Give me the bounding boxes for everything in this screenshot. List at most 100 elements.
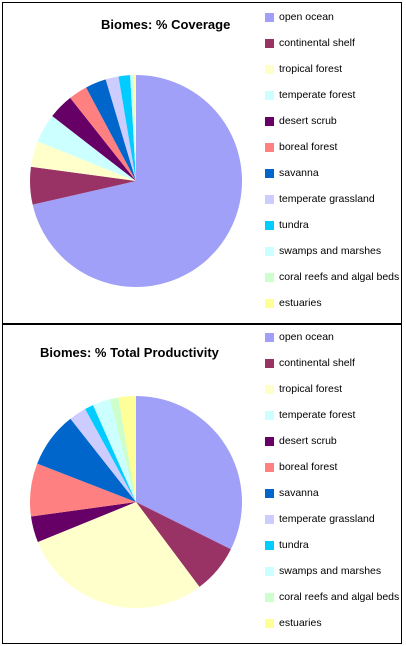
legend-item-temperate-forest: temperate forest (265, 409, 401, 421)
legend-label: continental shelf (279, 37, 355, 49)
pie-slice-desert-scrub (31, 502, 136, 543)
legend-label: estuaries (279, 617, 322, 629)
pie-slice-continental-shelf (136, 502, 231, 587)
legend-label: temperate grassland (279, 513, 375, 525)
legend-label: temperate grassland (279, 193, 375, 205)
legend-label: continental shelf (279, 357, 355, 369)
legend-label: boreal forest (279, 141, 338, 153)
legend-item-tropical-forest: tropical forest (265, 383, 401, 395)
legend-label: savanna (279, 167, 319, 179)
legend-item-temperate-grassland: temperate grassland (265, 193, 401, 205)
pie-slice-estuaries (133, 74, 136, 181)
legend-swatch (265, 38, 274, 48)
legend-label: estuaries (279, 297, 322, 309)
pie-chart-productivity (29, 396, 242, 608)
legend-item-open-ocean: open ocean (265, 331, 401, 343)
legend-label: tropical forest (279, 63, 343, 75)
legend-item-swamps-and-marshes: swamps and marshes (265, 565, 401, 577)
legend-item-tropical-forest: tropical forest (265, 63, 401, 75)
legend-item-desert-scrub: desert scrub (265, 115, 401, 127)
legend-swatch (265, 220, 274, 230)
legend-swatch (265, 272, 274, 282)
pie-slice-boreal-forest (29, 463, 136, 517)
legend-swatch (265, 384, 274, 394)
legend-item-estuaries: estuaries (265, 297, 401, 309)
legend-label: savanna (279, 487, 319, 499)
legend-swatch (265, 64, 274, 74)
legend-item-swamps-and-marshes: swamps and marshes (265, 245, 401, 257)
legend-item-open-ocean: open ocean (265, 11, 401, 23)
legend-item-temperate-forest: temperate forest (265, 89, 401, 101)
pie-slice-temperate-grassland (105, 76, 136, 181)
legend-label: coral reefs and algal beds (279, 591, 400, 603)
pie-slice-open-ocean (136, 396, 242, 550)
pie-slice-estuaries (118, 396, 136, 502)
legend-item-tundra: tundra (265, 539, 401, 551)
legend-item-temperate-grassland: temperate grassland (265, 513, 401, 525)
legend-label: open ocean (279, 11, 334, 23)
pie-slice-temperate-forest (37, 116, 136, 181)
legend-swatch (265, 298, 274, 308)
legend-label: swamps and marshes (279, 245, 382, 257)
legend-label: desert scrub (279, 115, 337, 127)
legend-label: tropical forest (279, 383, 343, 395)
legend-item-savanna: savanna (265, 487, 401, 499)
legend-swatch (265, 592, 274, 602)
legend-label: swamps and marshes (279, 565, 382, 577)
chart-panel-productivity: Biomes: % Total Productivity open ocean c… (2, 324, 402, 644)
legend-label: desert scrub (279, 435, 337, 447)
pie-chart-coverage (30, 74, 243, 287)
legend-swatch (265, 194, 274, 204)
pie-slice-swamps-and-marshes (130, 75, 136, 181)
legend-swatch (265, 462, 274, 472)
legend-label: temperate forest (279, 409, 356, 421)
legend-swatch (265, 410, 274, 420)
legend-swatch (265, 514, 274, 524)
legend-label: coral reefs and algal beds (279, 271, 400, 283)
legend-swatch (265, 12, 274, 22)
legend-swatch (265, 436, 274, 446)
pie-slice-open-ocean (32, 75, 243, 287)
legend-swatch (265, 90, 274, 100)
pie-slice-savanna (37, 418, 137, 502)
legend-swatch (265, 246, 274, 256)
pie-slice-coral-reefs-and-algal-beds (133, 75, 136, 181)
legend-swatch (265, 358, 274, 368)
chart-panel-coverage: Biomes: % Coverage open ocean continental… (2, 2, 402, 324)
legend-swatch (265, 142, 274, 152)
legend-item-continental-shelf: continental shelf (265, 37, 401, 49)
pie-slice-boreal-forest (70, 87, 136, 181)
legend-item-estuaries: estuaries (265, 617, 401, 629)
pie-slice-coral-reefs-and-algal-beds (109, 397, 136, 502)
legend-swatch (265, 488, 274, 498)
pie-slice-swamps-and-marshes (93, 399, 136, 502)
pie-slice-temperate-grassland (70, 408, 136, 502)
legend-label: tundra (279, 539, 309, 551)
legend-item-continental-shelf: continental shelf (265, 357, 401, 369)
chart-title: Biomes: % Total Productivity (40, 345, 219, 360)
legend-item-boreal-forest: boreal forest (265, 461, 401, 473)
pie-slice-savanna (86, 79, 136, 181)
legend-item-desert-scrub: desert scrub (265, 435, 401, 447)
legend-label: boreal forest (279, 461, 338, 473)
legend-label: tundra (279, 219, 309, 231)
pie-slice-continental-shelf (30, 166, 136, 205)
legend-swatch (265, 566, 274, 576)
legend-swatch (265, 540, 274, 550)
legend-swatch (265, 332, 274, 342)
legend-swatch (265, 116, 274, 126)
legend-swatch (265, 618, 274, 628)
pie-slice-tundra (118, 75, 136, 181)
legend-item-boreal-forest: boreal forest (265, 141, 401, 153)
legend-item-savanna: savanna (265, 167, 401, 179)
legend-item-coral-reefs-and-algal-beds: coral reefs and algal beds (265, 591, 401, 603)
legend-item-coral-reefs-and-algal-beds: coral reefs and algal beds (265, 271, 401, 283)
pie-slice-tundra (85, 405, 136, 502)
legend-swatch (265, 168, 274, 178)
pie-slice-desert-scrub (52, 97, 136, 181)
legend-label: temperate forest (279, 89, 356, 101)
legend-label: open ocean (279, 331, 334, 343)
chart-title: Biomes: % Coverage (101, 17, 231, 32)
pie-slice-tropical-forest (30, 141, 136, 181)
legend-item-tundra: tundra (265, 219, 401, 231)
